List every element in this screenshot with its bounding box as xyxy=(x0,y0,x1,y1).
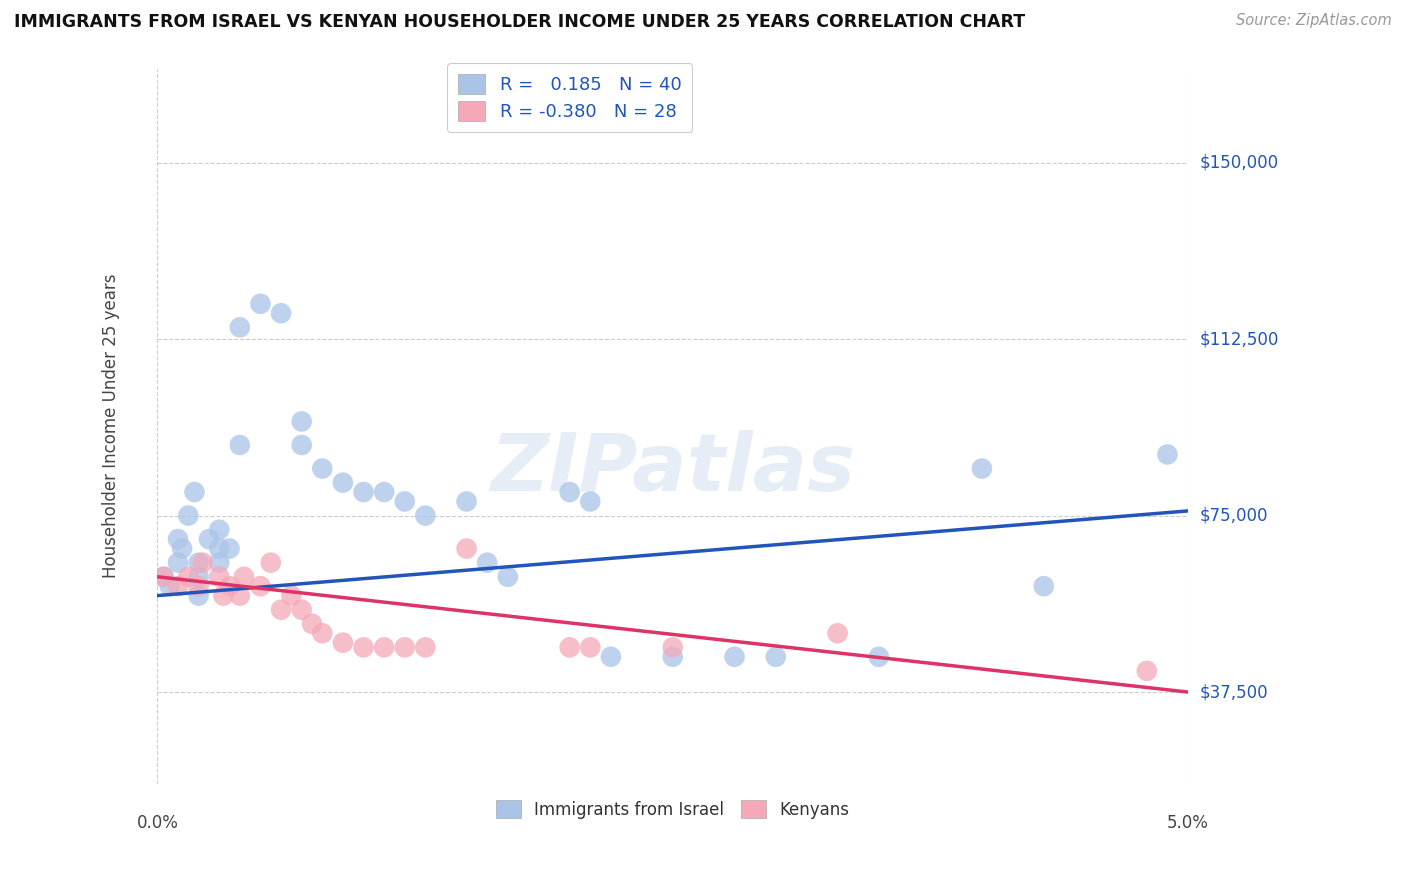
Point xyxy=(208,541,231,556)
Point xyxy=(177,508,200,523)
Text: $37,500: $37,500 xyxy=(1199,683,1268,701)
Legend: Immigrants from Israel, Kenyans: Immigrants from Israel, Kenyans xyxy=(489,794,856,826)
Point xyxy=(172,541,194,556)
Point xyxy=(1156,447,1178,461)
Point xyxy=(765,649,787,664)
Text: $112,500: $112,500 xyxy=(1199,330,1278,348)
Point xyxy=(229,438,252,452)
Point xyxy=(208,556,231,570)
Point xyxy=(579,494,602,508)
Point xyxy=(249,297,271,311)
Point xyxy=(661,640,683,655)
Point xyxy=(496,570,519,584)
Point xyxy=(218,579,240,593)
Point xyxy=(661,649,683,664)
Point xyxy=(187,556,209,570)
Point xyxy=(291,438,314,452)
Point xyxy=(558,485,581,500)
Text: 0.0%: 0.0% xyxy=(136,814,179,832)
Point xyxy=(415,640,437,655)
Point xyxy=(208,570,231,584)
Text: Householder Income Under 25 years: Householder Income Under 25 years xyxy=(103,274,120,578)
Point xyxy=(260,556,283,570)
Point xyxy=(270,603,292,617)
Point xyxy=(477,556,499,570)
Point xyxy=(229,320,252,334)
Text: Source: ZipAtlas.com: Source: ZipAtlas.com xyxy=(1236,13,1392,29)
Point xyxy=(212,589,235,603)
Point xyxy=(723,649,745,664)
Point xyxy=(456,541,478,556)
Point xyxy=(373,640,395,655)
Point xyxy=(1136,664,1159,678)
Point xyxy=(1032,579,1054,593)
Point xyxy=(311,626,333,640)
Point xyxy=(152,570,174,584)
Point xyxy=(291,415,314,429)
Point xyxy=(353,640,375,655)
Point xyxy=(415,508,437,523)
Point xyxy=(558,640,581,655)
Point xyxy=(159,579,181,593)
Point xyxy=(249,579,271,593)
Point xyxy=(353,485,375,500)
Point xyxy=(332,475,354,490)
Point xyxy=(311,461,333,475)
Point xyxy=(167,556,190,570)
Point xyxy=(191,556,214,570)
Point xyxy=(332,635,354,649)
Point xyxy=(970,461,993,475)
Point xyxy=(233,570,256,584)
Point xyxy=(167,532,190,546)
Point xyxy=(187,589,209,603)
Point xyxy=(167,579,190,593)
Point xyxy=(599,649,621,664)
Point xyxy=(208,523,231,537)
Point xyxy=(183,485,205,500)
Point xyxy=(177,570,200,584)
Point xyxy=(152,570,174,584)
Point xyxy=(373,485,395,500)
Point xyxy=(456,494,478,508)
Point xyxy=(579,640,602,655)
Text: IMMIGRANTS FROM ISRAEL VS KENYAN HOUSEHOLDER INCOME UNDER 25 YEARS CORRELATION C: IMMIGRANTS FROM ISRAEL VS KENYAN HOUSEHO… xyxy=(14,13,1025,31)
Point xyxy=(187,579,209,593)
Point xyxy=(187,570,209,584)
Point xyxy=(394,494,416,508)
Text: $75,000: $75,000 xyxy=(1199,507,1268,524)
Point xyxy=(270,306,292,320)
Text: $150,000: $150,000 xyxy=(1199,153,1278,171)
Point xyxy=(394,640,416,655)
Point xyxy=(198,532,221,546)
Point xyxy=(280,589,302,603)
Point xyxy=(229,589,252,603)
Text: 5.0%: 5.0% xyxy=(1167,814,1209,832)
Point xyxy=(301,616,323,631)
Point xyxy=(218,541,240,556)
Text: ZIPatlas: ZIPatlas xyxy=(491,430,855,508)
Point xyxy=(827,626,849,640)
Point xyxy=(868,649,890,664)
Point xyxy=(291,603,314,617)
